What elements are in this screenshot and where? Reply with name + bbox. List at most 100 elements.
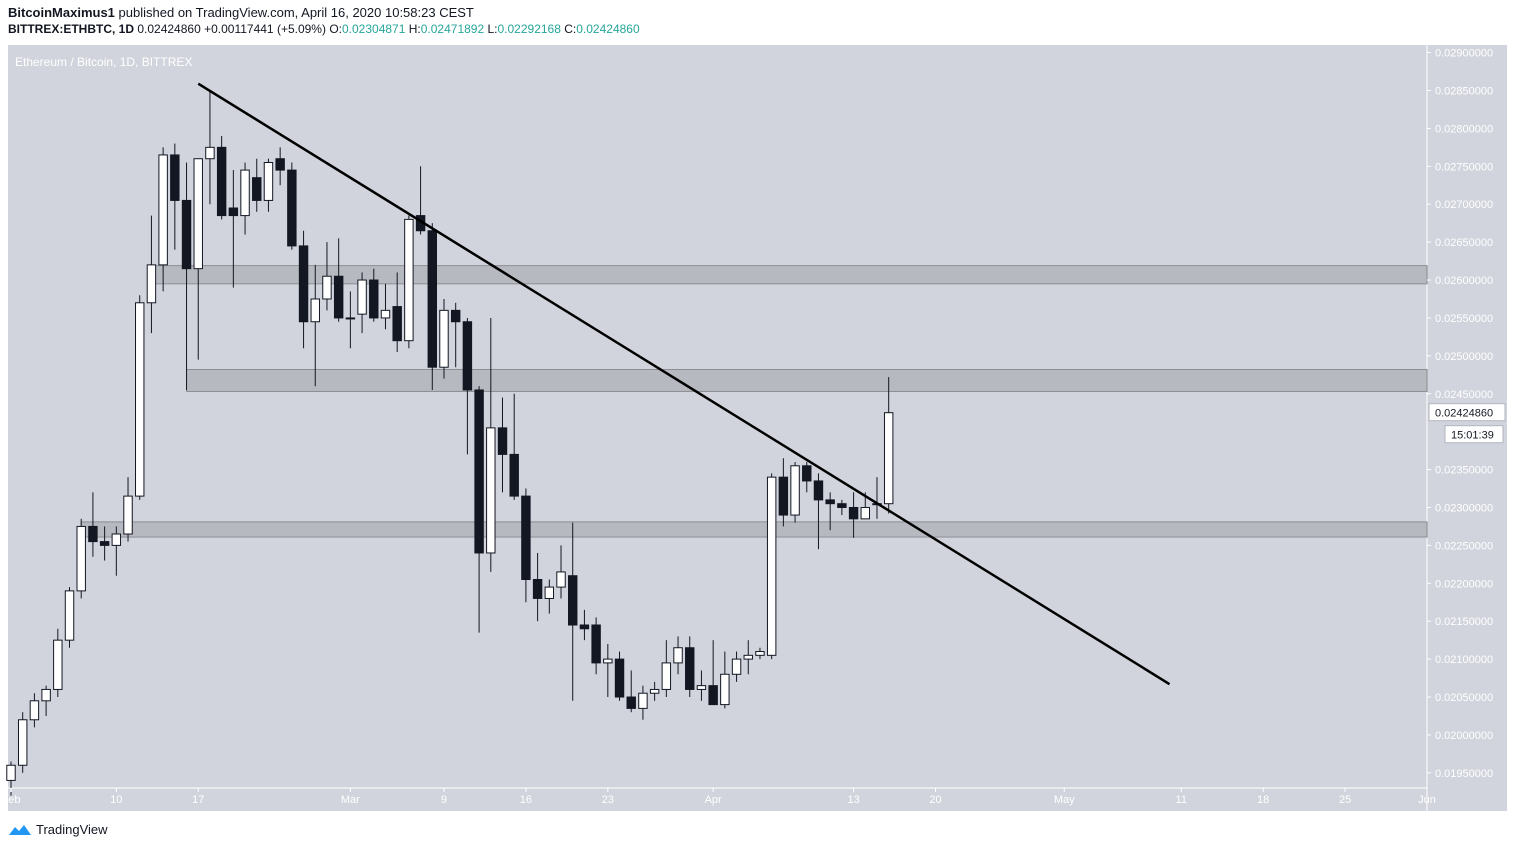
high-value: 0.02471892 <box>420 22 485 36</box>
y-tick-label: 0.02300000 <box>1435 502 1493 514</box>
candle-down <box>626 696 636 709</box>
tradingview-brand[interactable]: TradingView <box>8 822 108 837</box>
y-tick-label: 0.02450000 <box>1435 389 1493 401</box>
candle-up <box>603 658 613 664</box>
candle-down <box>802 465 812 482</box>
y-tick-label: 0.02800000 <box>1435 123 1493 135</box>
last-price: 0.02424860 <box>137 22 201 36</box>
candle-up <box>755 651 765 656</box>
candle-up <box>135 302 145 497</box>
y-tick-label: 0.02550000 <box>1435 313 1493 325</box>
candle-up <box>860 506 870 520</box>
publish-date: published on TradingView.com, April 16, … <box>118 5 474 20</box>
descending-trendline <box>197 82 1171 686</box>
x-tick-label: 9 <box>441 794 447 806</box>
low-label: L: <box>487 22 498 36</box>
candle-up <box>720 673 730 706</box>
x-tick-label: Mar <box>341 794 360 806</box>
candle-up <box>29 700 40 721</box>
open-label: O: <box>329 22 342 36</box>
candle-down <box>837 503 847 508</box>
x-tick-label: 23 <box>602 794 614 806</box>
candle-up <box>53 639 63 690</box>
y-tick-label: 0.02750000 <box>1435 161 1493 173</box>
candle-up <box>790 465 800 516</box>
candle-up <box>193 158 203 270</box>
high-label: H: <box>408 22 421 36</box>
candle-up <box>111 533 122 546</box>
x-tick-label: 11 <box>1176 794 1187 806</box>
candle-down <box>568 575 578 626</box>
author-name[interactable]: BitcoinMaximus1 <box>8 5 115 20</box>
candle-down <box>333 275 344 319</box>
candle-up <box>743 654 753 660</box>
candle-up <box>76 525 86 592</box>
candle-up <box>486 427 496 554</box>
candle-up <box>673 647 683 664</box>
candle-up <box>439 309 449 368</box>
candle-down <box>813 480 824 501</box>
countdown-box <box>1444 425 1504 444</box>
x-tick-label: Jun <box>1418 794 1436 806</box>
low-value: 0.02292168 <box>497 22 561 36</box>
candle-down <box>99 541 110 546</box>
candle-down <box>521 495 531 581</box>
candle-up <box>17 719 28 766</box>
candle-up <box>380 309 391 319</box>
y-tick-label: 0.02900000 <box>1435 48 1493 60</box>
y-tick-label: 0.01950000 <box>1435 768 1493 780</box>
x-tick-label: Feb <box>2 794 21 806</box>
candle-down <box>685 647 695 690</box>
chart-title: Ethereum / Bitcoin, 1D, BITTREX <box>15 55 192 69</box>
ohlc-legend: BITTREX:ETHBTC, 1D 0.02424860 +0.0011744… <box>8 22 640 36</box>
y-tick-label: 0.02650000 <box>1435 237 1493 249</box>
candle-up <box>123 495 133 535</box>
candle-down <box>579 624 590 630</box>
candle-down <box>216 146 227 217</box>
candle-down <box>614 658 625 698</box>
candle-down <box>427 230 438 368</box>
y-tick-label: 0.02600000 <box>1435 275 1493 287</box>
x-tick-label: 25 <box>1339 794 1351 806</box>
candle-up <box>310 298 320 323</box>
candle-up <box>556 571 566 588</box>
candle-down <box>591 624 601 664</box>
publish-info: BitcoinMaximus1 published on TradingView… <box>8 5 474 20</box>
x-tick-label: 16 <box>520 794 532 806</box>
candle-down <box>228 207 239 217</box>
candle-down <box>88 525 98 543</box>
candle-down <box>825 499 835 505</box>
candle-up <box>322 275 332 300</box>
candle-down <box>181 199 192 270</box>
close-value: 0.02424860 <box>576 22 640 36</box>
y-tick-label: 0.02050000 <box>1435 692 1493 704</box>
price-change: +0.00117441 (+5.09%) <box>204 22 326 36</box>
candle-up <box>41 688 51 702</box>
candle-down <box>778 476 789 516</box>
candle-up <box>404 218 414 342</box>
x-tick-label: May <box>1054 794 1075 806</box>
candle-down <box>170 154 180 201</box>
candle-down <box>252 177 262 201</box>
x-tick-label: 17 <box>192 794 204 806</box>
candle-up <box>766 476 777 656</box>
x-tick-label: 18 <box>1257 794 1269 806</box>
y-tick-label: 0.02100000 <box>1435 654 1493 666</box>
candle-down <box>497 427 508 455</box>
candle-up <box>263 162 274 201</box>
candle-up <box>146 264 157 304</box>
candle-up <box>345 317 356 320</box>
support-resistance-zone <box>186 368 1428 392</box>
y-tick-label: 0.02200000 <box>1435 578 1493 590</box>
candle-down <box>462 321 473 391</box>
candle-down <box>287 169 297 247</box>
candle-up <box>731 658 742 675</box>
candle-down <box>450 309 461 323</box>
candle-down <box>298 245 309 323</box>
y-tick-label: 0.02500000 <box>1435 351 1493 363</box>
candle-up <box>638 692 648 709</box>
candle-up <box>883 412 894 505</box>
x-tick-label: Apr <box>705 794 722 806</box>
open-value: 0.02304871 <box>341 22 406 36</box>
